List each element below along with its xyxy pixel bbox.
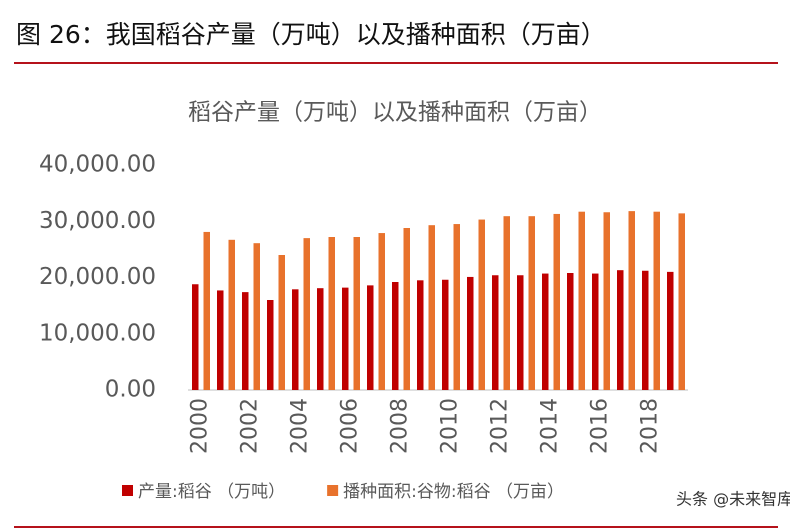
bar (428, 225, 435, 390)
bar (228, 239, 235, 390)
bar (403, 228, 410, 390)
bar (392, 282, 399, 390)
bar (567, 273, 574, 390)
bar (217, 290, 224, 390)
x-tick-label: 2016 (588, 398, 613, 454)
bar (553, 213, 560, 390)
y-tick-label: 0.00 (105, 377, 156, 403)
y-tick-label: 20,000.00 (39, 264, 156, 290)
bar (603, 212, 610, 390)
bar (267, 300, 274, 390)
legend-swatch (122, 485, 133, 496)
x-tick-label: 2006 (338, 398, 363, 454)
chart-title: 稻谷产量（万吨）以及播种面积（万亩） (188, 100, 602, 126)
bar (642, 270, 649, 390)
bar (328, 237, 335, 390)
bar (503, 216, 510, 390)
bar (242, 292, 249, 390)
legend-swatch (327, 485, 339, 496)
bar (203, 231, 210, 390)
bar (478, 219, 485, 390)
bar (253, 243, 260, 390)
bar (378, 233, 385, 390)
bar (592, 273, 599, 390)
bar (367, 285, 374, 390)
bar (528, 216, 535, 390)
x-tick-label: 2002 (238, 398, 263, 454)
bar (467, 276, 474, 390)
bar (192, 284, 199, 390)
bar (578, 211, 585, 390)
legend-label: 产量:稻谷 （万吨） (138, 482, 285, 502)
bar (317, 288, 324, 390)
y-tick-label: 30,000.00 (39, 208, 156, 234)
bar (628, 211, 635, 390)
bar (492, 275, 499, 390)
bar (667, 271, 674, 390)
x-tick-label: 2004 (288, 398, 313, 454)
bar (542, 273, 549, 390)
bar (678, 213, 685, 390)
bar (417, 280, 424, 390)
legend-label: 播种面积:谷物:稻谷 （万亩） (343, 482, 564, 502)
bar (517, 275, 524, 390)
watermark: 头条 @未来智库 (676, 490, 790, 509)
bar (342, 287, 349, 390)
bar (453, 224, 460, 390)
x-tick-label: 2008 (388, 398, 413, 454)
bar (353, 237, 360, 390)
figure-title: 图 26：我国稻谷产量（万吨）以及播种面积（万亩） (16, 20, 606, 49)
bar (442, 279, 449, 390)
x-tick-label: 2010 (438, 398, 463, 454)
x-tick-label: 2000 (188, 398, 213, 454)
y-tick-label: 10,000.00 (39, 320, 156, 346)
x-tick-label: 2018 (638, 398, 663, 454)
bar (292, 289, 299, 390)
x-tick-label: 2012 (488, 398, 513, 454)
x-tick-label: 2014 (538, 398, 563, 454)
bar (653, 211, 660, 390)
bar (617, 270, 624, 390)
bar (303, 238, 310, 390)
y-tick-label: 40,000.00 (39, 152, 156, 178)
bar (278, 255, 285, 390)
